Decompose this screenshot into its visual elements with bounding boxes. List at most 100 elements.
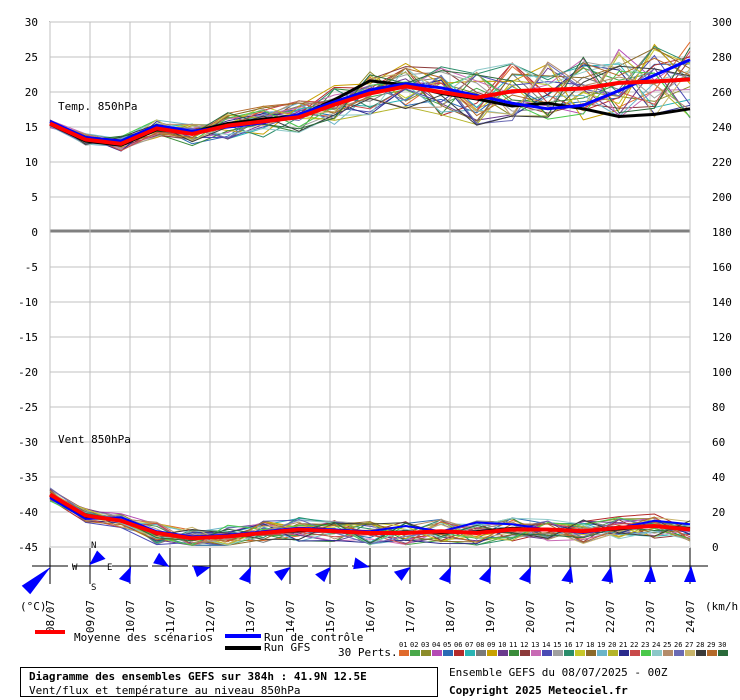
y-left-tick-label: 0 — [31, 226, 38, 239]
x-date-label: 18/07 — [444, 600, 457, 633]
pert-number: 19 — [597, 641, 605, 649]
rose-petal — [353, 557, 370, 570]
legend: Moyenne des scénarios Run de contrôleRun … — [35, 630, 728, 659]
pert-color-swatch — [520, 650, 530, 656]
pert-number: 17 — [575, 641, 583, 649]
main-series-lines — [48, 58, 691, 541]
rose-petal — [478, 566, 492, 584]
y-right-tick-label: 240 — [712, 121, 732, 134]
rose-petal — [393, 566, 411, 581]
pert-color-swatch — [465, 650, 475, 656]
x-date-label: 13/07 — [244, 600, 257, 633]
wind-rose — [632, 548, 668, 584]
wind-rose — [312, 548, 348, 584]
pert-color-swatch — [608, 650, 618, 656]
y-right-tick-label: 100 — [712, 366, 732, 379]
y-right-tick-label: 120 — [712, 331, 732, 344]
y-left-tick-label: -20 — [18, 366, 38, 379]
wind-rose — [472, 548, 508, 584]
rose-petal — [601, 566, 614, 583]
pert-color-swatch — [509, 650, 519, 656]
rose-petal — [684, 566, 696, 582]
pert-number: 20 — [608, 641, 616, 649]
pert-color-swatch — [476, 650, 486, 656]
control-temp-line — [49, 58, 691, 143]
rose-petal — [118, 566, 132, 584]
pert-number: 12 — [520, 641, 528, 649]
axis-labels: 30 25 20 15 10 5 0 -5 -10 -15 -20 -25 -30 -35 -40 -45 30… — [18, 16, 740, 633]
pert-color-swatch — [410, 650, 420, 656]
pert-color-swatch — [597, 650, 607, 656]
rose-petal — [21, 566, 51, 595]
rose-petal — [153, 552, 170, 568]
pert-number: 21 — [619, 641, 627, 649]
wind-roses: N S W E — [21, 541, 708, 595]
y-right-tick-label: 220 — [712, 156, 732, 169]
x-date-label: 21/07 — [564, 600, 577, 633]
pert-color-swatch — [619, 650, 629, 656]
pert-number: 18 — [586, 641, 594, 649]
copyright: Copyright 2025 Meteociel.fr — [449, 684, 628, 697]
pert-color-swatch — [487, 650, 497, 656]
pert-wind-line — [49, 498, 691, 544]
pert-color-swatch — [531, 650, 541, 656]
pert-color-swatch — [564, 650, 574, 656]
y-left-tick-label: -10 — [18, 296, 38, 309]
rose-petal — [438, 566, 452, 584]
y-left-tick-label: -5 — [25, 261, 38, 274]
x-date-label: 22/07 — [604, 600, 617, 633]
pert-color-swatch — [718, 650, 728, 656]
y-left-tick-label: -40 — [18, 506, 38, 519]
rose-petal — [273, 566, 291, 581]
pert-color-swatch — [399, 650, 409, 656]
pert-color-swatch — [630, 650, 640, 656]
legend-gfs-swatch — [225, 646, 261, 650]
right-unit-label: (km/h) — [705, 600, 740, 613]
x-date-label: 17/07 — [404, 600, 417, 633]
wind-rose — [272, 548, 308, 584]
pert-number: 03 — [421, 641, 429, 649]
y-right-tick-label: 180 — [712, 226, 732, 239]
pert-number: 01 — [399, 641, 407, 649]
legend-control-swatch — [225, 634, 261, 638]
pert-color-swatch — [542, 650, 552, 656]
legend-control-label: Run de contrôle — [264, 631, 363, 644]
wind-rose — [552, 548, 588, 584]
pert-temp-line — [49, 43, 691, 148]
compass-e: E — [107, 563, 112, 573]
wind-rose — [592, 548, 628, 584]
x-date-label: 24/07 — [684, 600, 697, 633]
pert-color-swatch — [553, 650, 563, 656]
pert-number: 25 — [663, 641, 671, 649]
footer-subtitle: Vent/flux et température au niveau 850hP… — [29, 684, 301, 697]
pert-color-swatch — [575, 650, 585, 656]
x-date-label: 10/07 — [124, 600, 137, 633]
wind-rose — [112, 548, 148, 584]
compass-n: N — [91, 541, 96, 551]
y-left-tick-label: 15 — [25, 121, 38, 134]
pert-number: 07 — [465, 641, 473, 649]
y-left-tick-label: 20 — [25, 86, 38, 99]
compass-w: W — [72, 563, 78, 573]
wind-rose — [432, 548, 468, 584]
pert-number: 13 — [531, 641, 539, 649]
pert-number: 22 — [630, 641, 638, 649]
pert-number: 06 — [454, 641, 462, 649]
temp-label: Temp. 850hPa — [58, 100, 137, 113]
y-right-tick-label: 260 — [712, 86, 732, 99]
rose-petal — [192, 565, 211, 578]
rose-petal — [315, 566, 331, 583]
legend-mean-label: Moyenne des scénarios — [74, 631, 213, 644]
pert-color-swatch — [652, 650, 662, 656]
wind-rose — [352, 548, 388, 584]
footer-title: Diagramme des ensembles GEFS sur 384h : … — [29, 670, 367, 683]
x-date-label: 20/07 — [524, 600, 537, 633]
pert-color-swatch — [663, 650, 673, 656]
rose-petal — [89, 550, 106, 566]
pert-color-swatch — [454, 650, 464, 656]
compass-s: S — [91, 583, 96, 593]
footer-title-box: Diagramme des ensembles GEFS sur 384h : … — [20, 667, 438, 697]
x-date-label: 11/07 — [164, 600, 177, 633]
pert-color-swatch — [696, 650, 706, 656]
